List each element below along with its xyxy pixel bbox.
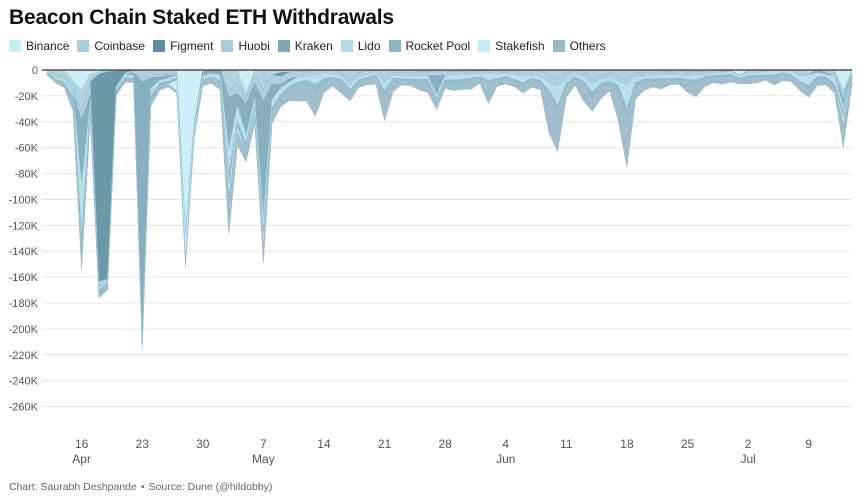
area-series-lido [46,69,853,344]
legend-swatch [478,40,491,52]
legend-label: Rocket Pool [405,39,471,53]
gridlines [42,95,852,408]
x-tick-label: 4 [502,437,509,451]
x-tick-label: 21 [378,437,392,451]
legend-item-coinbase[interactable]: Coinbase [77,39,145,53]
area-series-others [46,73,853,350]
x-tick-label: 2 [745,437,752,451]
area-series-kraken [46,69,853,341]
x-month-label: Jun [496,452,515,466]
legend-label: Others [569,39,606,53]
legend-item-kraken[interactable]: Kraken [277,39,333,53]
legend-label: Figment [170,39,214,53]
x-tick-label: 28 [438,437,452,451]
legend-swatch [388,40,401,52]
legend-item-huobi[interactable]: Huobi [221,39,270,53]
area-series-huobi [46,69,853,289]
x-month-label: Apr [72,452,91,466]
legend-label: Kraken [294,39,333,53]
footer-source: Source: Dune (@hildobby) [148,481,273,493]
area-series-stakefish [46,73,853,345]
series-areas [46,69,853,350]
chart-legend: Binance Coinbase Figment Huobi Kraken Li… [9,39,614,53]
x-tick-label: 23 [136,437,150,451]
x-tick-label: 14 [317,437,331,451]
y-tick-label: -200K [9,324,39,336]
legend-item-rocket-pool[interactable]: Rocket Pool [388,39,471,53]
y-tick-label: -120K [9,220,39,232]
y-tick-label: -180K [9,298,39,310]
y-tick-label: -100K [9,194,39,206]
y-tick-label: -40K [15,117,39,129]
legend-label: Binance [26,39,70,53]
legend-swatch [9,40,21,52]
legend-item-figment[interactable]: Figment [153,39,213,53]
area-series-binance [47,69,853,232]
legend-swatch [277,40,290,52]
y-tick-label: -80K [15,169,39,181]
x-tick-label: 9 [805,437,812,451]
legend-label: Coinbase [94,39,146,53]
area-series-rocket-pool [46,72,853,345]
legend-item-binance[interactable]: Binance [9,39,69,53]
area-series-coinbase [46,69,853,235]
area-series-figment [46,69,853,283]
y-tick-label: 0 [32,65,38,77]
legend-item-lido[interactable]: Lido [340,39,381,53]
legend-swatch [153,40,166,52]
legend-item-stakefish[interactable]: Stakefish [478,39,545,53]
legend-swatch [221,40,234,52]
legend-swatch [77,40,90,52]
footer-credit: Chart: Saurabh Deshpande [9,481,137,493]
x-tick-label: 30 [196,437,210,451]
legend-swatch [340,40,353,52]
chart-footer: Chart: Saurabh Deshpande • Source: Dune (@… [9,481,272,493]
legend-label: Stakefish [495,39,545,53]
x-tick-label: 7 [260,437,267,451]
footer-separator: • [140,481,145,493]
y-tick-label: -160K [9,272,39,284]
x-month-label: Jul [740,452,755,466]
y-tick-label: -260K [9,402,39,414]
legend-label: Lido [357,39,381,53]
y-axis-tick-labels: 0 -20K -40K -60K -80K -100K -120K -140K -160K -18… [9,65,39,414]
y-tick-label: -220K [9,350,39,362]
y-tick-label: -20K [15,91,39,103]
x-tick-label: 11 [560,437,573,451]
chart-title: Beacon Chain Staked ETH Withdrawals [9,6,394,29]
legend-label: Huobi [238,39,270,53]
x-tick-label: 18 [620,437,634,451]
x-month-label: May [252,452,275,466]
y-tick-label: -60K [15,143,39,155]
x-tick-label: 16 [75,437,89,451]
legend-swatch [552,40,565,52]
y-tick-label: -140K [9,246,39,258]
x-tick-label: 25 [681,437,695,451]
y-tick-label: -240K [9,376,39,388]
stacked-area-chart: 0 -20K -40K -60K -80K -100K -120K -140K -160K -18… [9,65,853,466]
legend-item-others[interactable]: Others [552,39,606,53]
